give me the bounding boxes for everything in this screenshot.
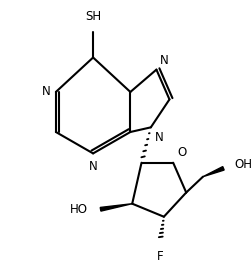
Text: SH: SH (85, 10, 101, 23)
Polygon shape (203, 167, 224, 177)
Text: N: N (160, 54, 169, 67)
Text: N: N (154, 131, 163, 144)
Text: N: N (42, 85, 50, 98)
Text: F: F (157, 250, 164, 263)
Polygon shape (100, 204, 132, 211)
Text: OH: OH (235, 158, 252, 171)
Text: N: N (89, 160, 98, 173)
Text: O: O (178, 146, 187, 159)
Text: HO: HO (70, 203, 87, 216)
